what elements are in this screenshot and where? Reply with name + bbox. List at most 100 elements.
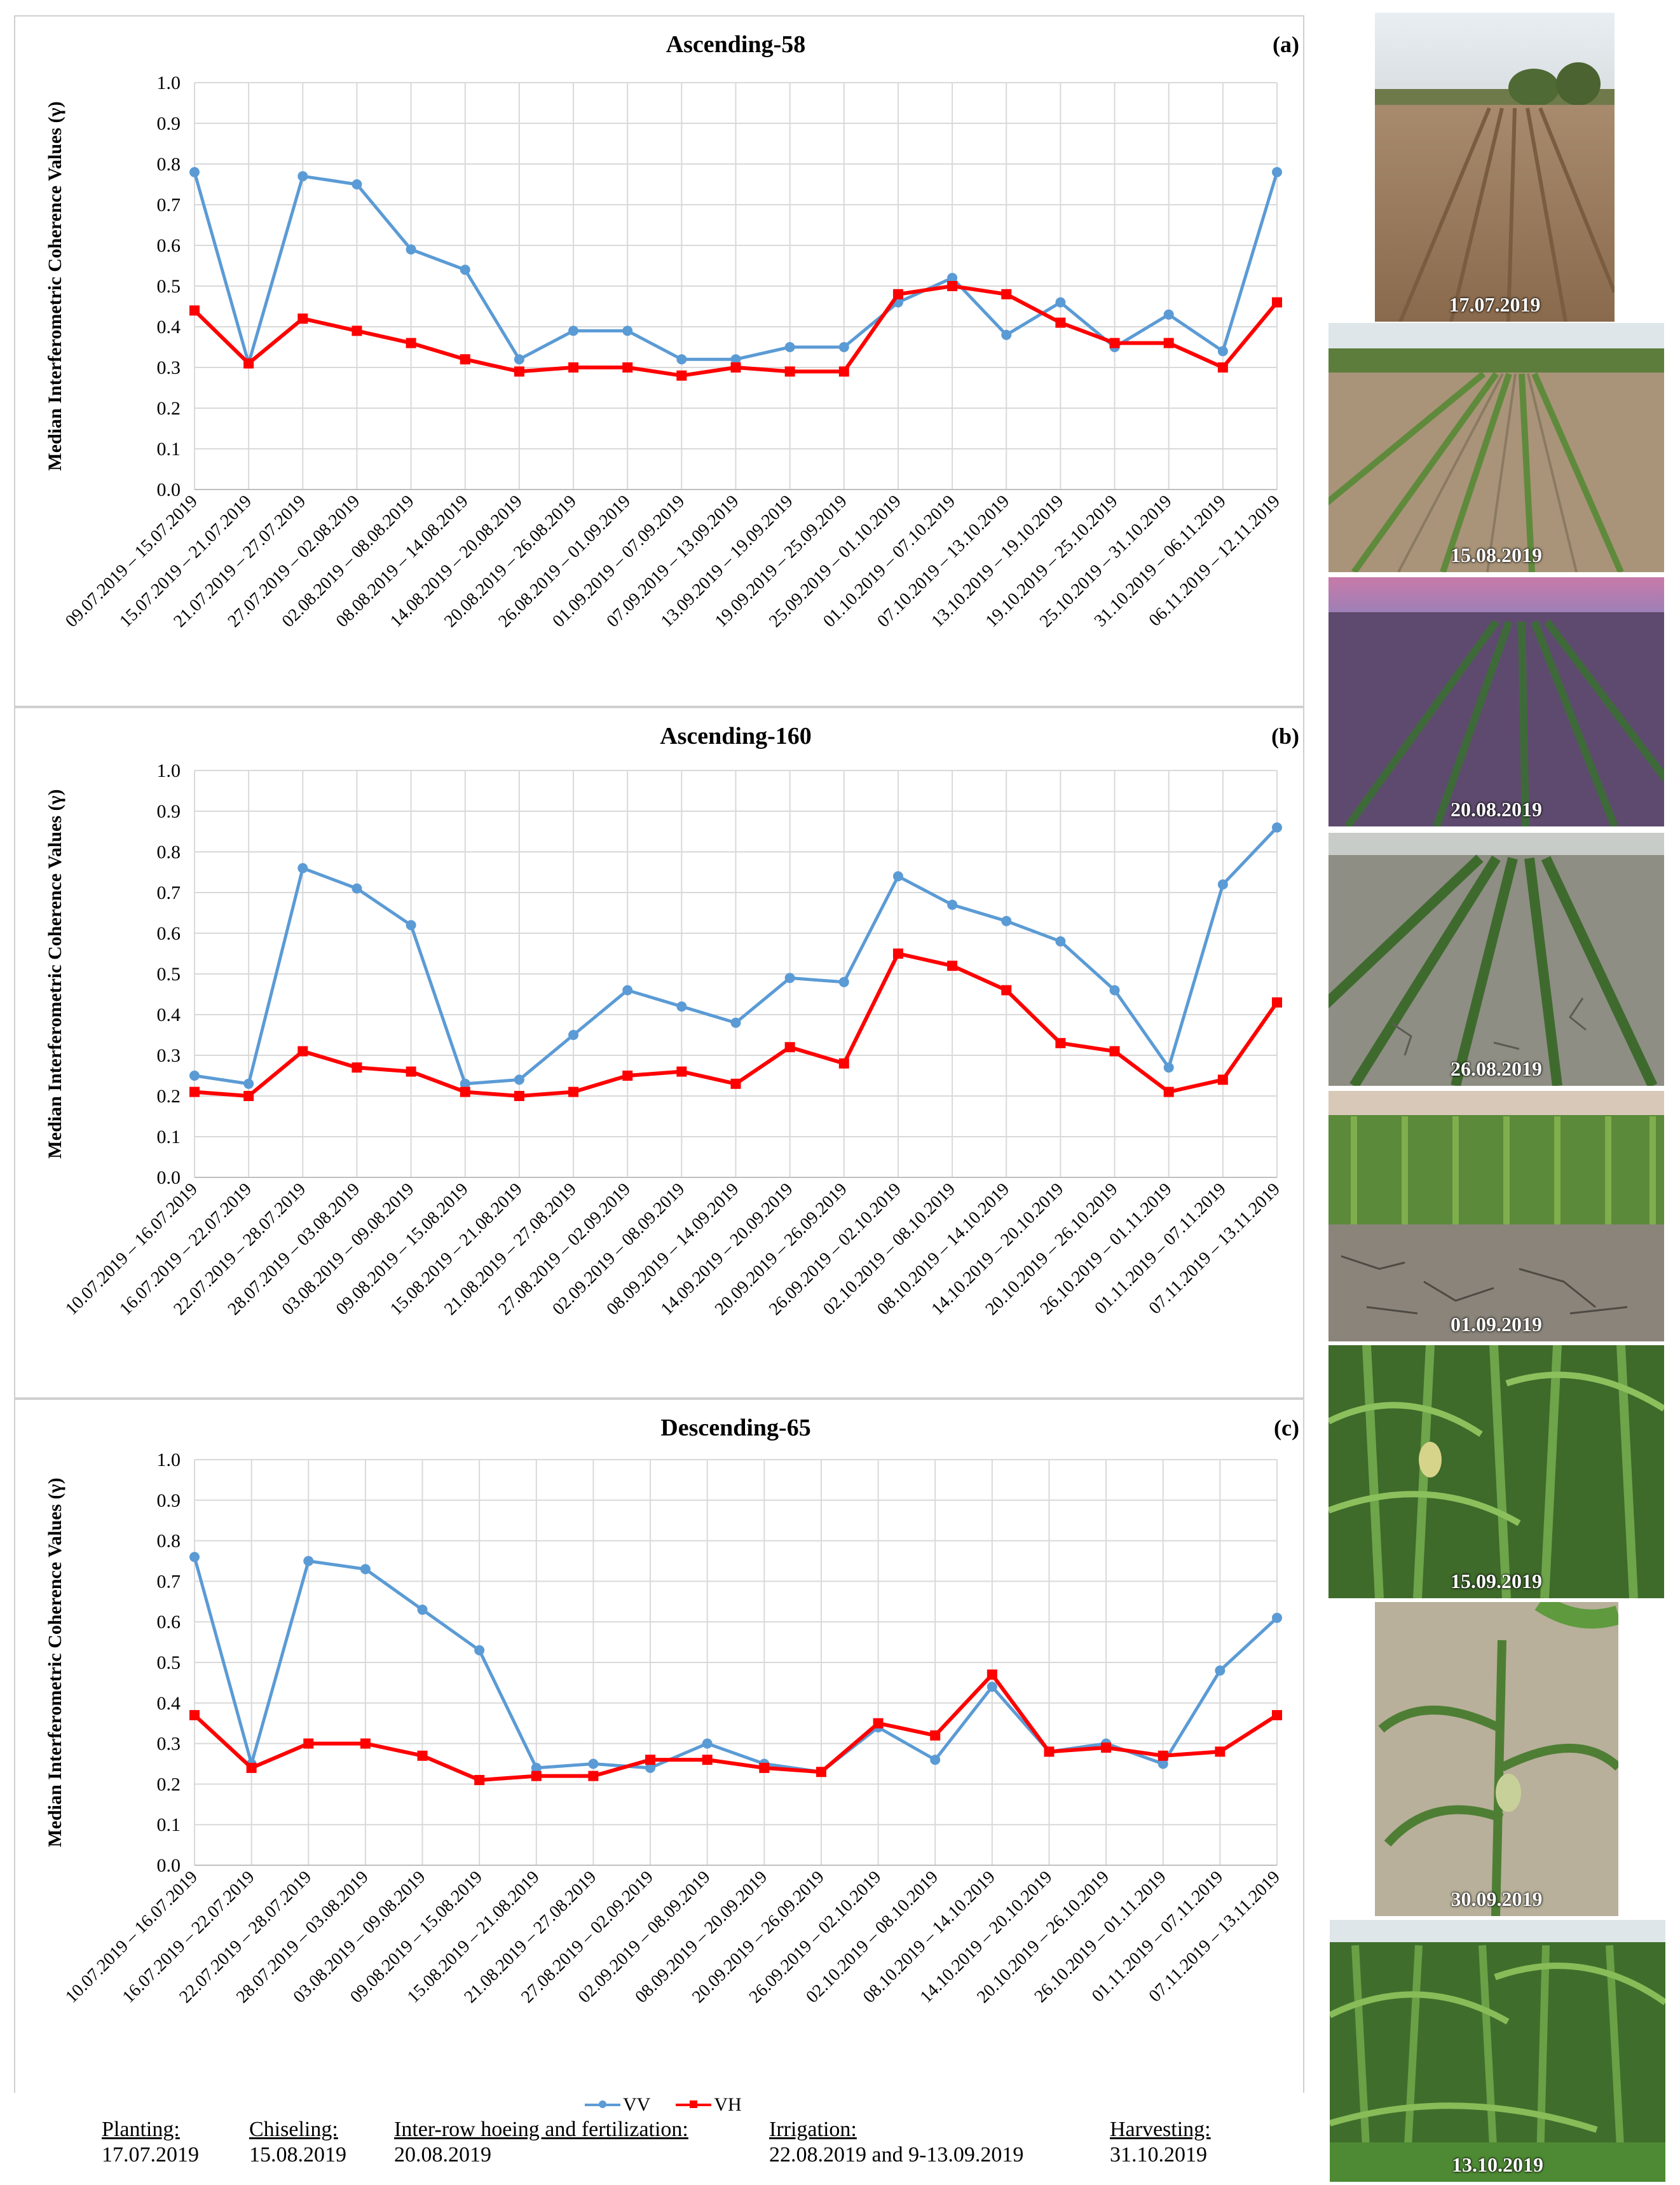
photo-date: 13.10.2019 [1452,2153,1543,2176]
data-point-vh [297,1046,308,1057]
data-point-vv [189,1071,200,1081]
data-point-vv [352,179,362,189]
data-point-vh [838,366,849,377]
data-point-vv [730,354,741,365]
y-tick-label: 0.3 [157,357,181,378]
y-tick-label: 0.3 [157,1734,181,1755]
y-tick-label: 0.8 [157,842,181,863]
data-point-vh [676,370,687,381]
data-point-vv [1217,346,1228,357]
event-date: 20.08.2019 [394,2143,491,2167]
y-tick-label: 0.6 [157,923,181,944]
photo-13-10-2019: 13.10.2019 [1330,1920,1665,2182]
data-point-vv [460,264,470,275]
panel-label: (b) [1271,723,1299,749]
y-tick-label: 0.5 [157,1652,181,1673]
data-point-vv [1158,1758,1168,1769]
y-tick-label: 0.2 [157,398,181,419]
y-axis-label: Median Interferometric Coherence Values … [44,1477,65,1847]
data-point-vv [352,883,362,894]
data-point-vh [246,1762,257,1773]
data-point-vh [352,325,362,336]
data-point-vh [1101,1742,1112,1753]
data-point-vv [784,973,795,983]
data-point-vh [622,362,633,373]
data-point-vv [702,1738,713,1749]
data-point-vv [1215,1665,1226,1676]
data-point-vh [930,1730,941,1741]
event-hoeing: Inter-row hoeing and fertilization: 20.0… [394,2117,688,2168]
data-point-vv [1272,167,1282,177]
event-irrigation: Irrigation: 22.08.2019 and 9-13.09.2019 [769,2117,1023,2168]
event-planting: Planting: 17.07.2019 [102,2117,199,2168]
event-name: Planting: [102,2118,180,2141]
data-point-vh [514,1091,524,1101]
data-point-vh [417,1750,428,1761]
chart-title: Descending-65 [660,1414,810,1441]
data-point-vh [730,362,741,373]
panel-label: (a) [1273,32,1299,57]
data-point-vv [189,167,200,177]
data-point-vv [838,976,849,987]
data-point-vh [702,1755,713,1765]
data-point-vv [1109,985,1120,996]
chart-descending-65-svg: Descending-65 (c) 1.0 0.9 0.8 0.7 0.6 0.5 0.4 0.3… [44,1414,1299,2007]
data-point-vv [987,1682,997,1692]
data-point-vv [645,1762,656,1773]
y-tick-label: 0.0 [157,1855,181,1876]
data-point-vv [1272,822,1282,833]
data-point-vv [930,1755,941,1765]
photo-date: 15.08.2019 [1451,544,1542,566]
data-point-vh [873,1718,884,1729]
data-point-vv [676,1001,687,1012]
legend-vh-line-icon [676,2100,712,2108]
data-point-vv [514,354,524,365]
data-point-vh [892,289,903,299]
photo-date: 17.07.2019 [1449,293,1541,316]
data-point-vh [1217,362,1228,373]
photo-date: 30.09.2019 [1451,1887,1543,1910]
chart-title: Ascending-58 [666,31,806,58]
data-point-vv [947,273,958,284]
legend-vv-line-icon [585,2100,620,2108]
data-point-vh [1055,1038,1066,1048]
y-tick-label: 0.2 [157,1774,181,1795]
data-point-vv [622,985,633,996]
legend-vh-label: VH [714,2094,742,2115]
data-point-vh [297,313,308,324]
data-point-vh [1272,1709,1282,1720]
data-point-vv [531,1762,542,1773]
event-name: Irrigation: [769,2118,857,2141]
photo-30-09-2019: 30.09.2019 [1375,1602,1618,1916]
event-date: 15.08.2019 [249,2143,346,2167]
event-date: 31.10.2019 [1110,2143,1207,2167]
event-name: Chiseling: [249,2118,338,2141]
y-tick-label: 0.8 [157,1531,181,1552]
y-tick-label: 0.7 [157,195,181,216]
data-point-vv [417,1605,428,1615]
data-point-vv [947,900,958,910]
photo-bare-soil-image [1375,13,1615,322]
y-tick-label: 0.3 [157,1045,181,1066]
data-point-vv [243,1078,254,1089]
data-point-vv [460,1078,470,1089]
series-line-vh [193,1673,1278,1783]
y-tick-label: 0.4 [157,1004,181,1025]
y-tick-label: 0.6 [157,1612,181,1633]
data-point-vh [352,1062,362,1073]
data-point-vh [1215,1746,1226,1757]
data-point-vv [568,1030,579,1040]
data-point-vh [947,281,958,291]
y-tick-label: 0.9 [157,801,181,822]
data-point-vh [1044,1746,1055,1757]
data-point-vv [360,1564,371,1575]
panel-label: (c) [1274,1415,1299,1441]
data-point-vh [303,1738,314,1749]
y-tick-label: 0.4 [157,317,181,338]
legend-vv-label: VV [623,2094,651,2115]
data-point-vv [303,1556,314,1566]
photo-01-09-2019: 01.09.2019 [1328,1091,1664,1341]
data-point-vv [1001,329,1012,340]
y-tick-label: 0.9 [157,1490,181,1511]
chart-ascending-160-svg: Ascending-160 (b) 1.0 0.9 0.8 0.7 0.6 0.5 0.4 0.3… [44,723,1299,1319]
